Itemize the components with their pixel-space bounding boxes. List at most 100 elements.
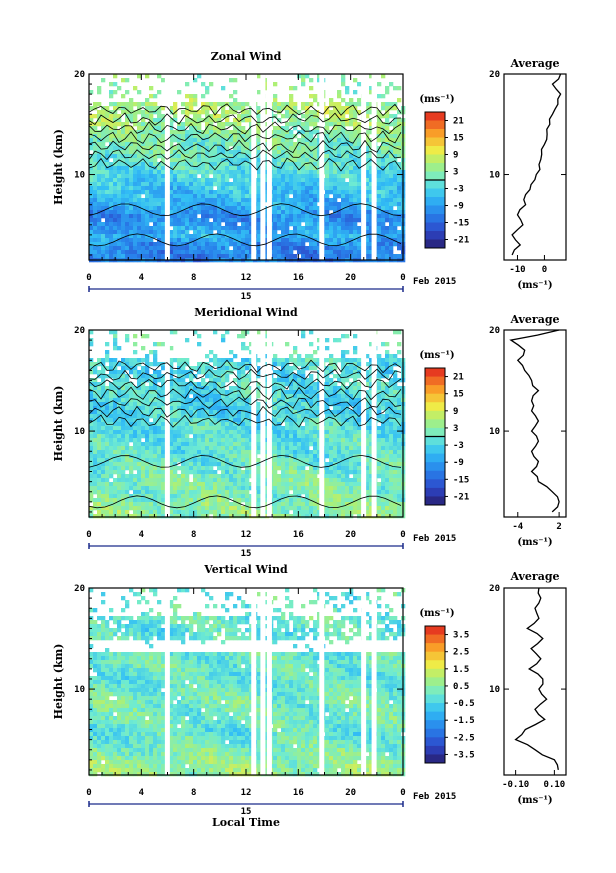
colorbar-segment-2-8 (425, 694, 445, 704)
colorbar-label-1-1: 15 (453, 390, 464, 400)
y-axis-title-1: Height (km) (52, 386, 65, 462)
colorbar-segment-1-0 (425, 368, 445, 378)
colorbar-segment-2-7 (425, 685, 445, 695)
colorbar-segment-0-13 (425, 222, 445, 232)
y-axis-title-0: Height (km) (52, 129, 65, 205)
average-x-tick-label-1-1: 2 (556, 522, 561, 532)
colorbar-label-0-2: 9 (453, 151, 458, 161)
y-tick-label-2-0: 10 (74, 685, 85, 695)
data-gap-1-2 (260, 330, 266, 517)
colorbar-segment-2-12 (425, 728, 445, 738)
colorbar-segment-0-0 (425, 112, 445, 121)
colorbar-label-1-0: 21 (453, 373, 464, 383)
data-gap-2-4 (319, 588, 325, 775)
data-gap-0-2 (260, 74, 266, 260)
colorbar-unit-0: (ms⁻¹) (419, 94, 454, 105)
panel-title-1: Meridional Wind (194, 306, 298, 319)
day-label-0: 15 (241, 292, 252, 302)
x-tick-label-2-2: 8 (191, 788, 196, 798)
colorbar-segment-0-14 (425, 231, 445, 240)
colorbar-segment-2-6 (425, 677, 445, 687)
colorbar-segment-2-1 (425, 634, 445, 644)
colorbar-segment-0-12 (425, 214, 445, 223)
x-tick-label-1-4: 16 (293, 530, 304, 540)
x-tick-label-0-6: 0 (400, 273, 405, 283)
x-tick-label-0-1: 4 (139, 273, 145, 283)
x-tick-label-0-5: 20 (345, 273, 356, 283)
x-tick-label-2-5: 20 (345, 788, 356, 798)
average-profile-line-1 (509, 329, 560, 513)
colorbar-label-1-4: -3 (453, 441, 464, 451)
data-gap-1-3 (266, 330, 272, 517)
colorbar-segment-0-9 (425, 188, 445, 198)
colorbar-label-2-2: 1.5 (453, 665, 469, 675)
day-label-2: 15 (241, 807, 252, 817)
contour-lines-1 (88, 359, 402, 509)
x-tick-label-1-0: 0 (86, 530, 91, 540)
data-gap-1-4 (319, 330, 325, 517)
colorbar-segment-2-14 (425, 745, 445, 755)
colorbar-segment-0-7 (425, 171, 445, 181)
date-label-1: Feb 2015 (413, 534, 456, 544)
colorbar-segment-2-0 (425, 626, 445, 636)
colorbar-label-0-5: -9 (453, 202, 464, 212)
y-tick-label-0-1: 20 (74, 70, 85, 80)
contour-lines-0 (88, 103, 402, 247)
average-y-tick-label-0-0: 10 (489, 171, 500, 181)
colorbar-label-2-5: -1.5 (453, 716, 475, 726)
colorbar-segment-0-5 (425, 154, 445, 164)
data-gap-0-6 (371, 74, 377, 260)
day-label-1: 15 (241, 549, 252, 559)
colorbar-segment-2-15 (425, 754, 445, 764)
average-x-tick-label-2-0: -0.10 (502, 780, 529, 790)
panel-title-0: Zonal Wind (211, 50, 282, 63)
colorbar-segment-1-8 (425, 436, 445, 446)
colorbar-segment-1-6 (425, 419, 445, 429)
average-title-0: Average (509, 57, 559, 70)
average-x-tick-label-2-1: 0.10 (544, 780, 566, 790)
colorbar-segment-1-12 (425, 470, 445, 480)
heatmap-2 (89, 588, 406, 777)
colorbar-segment-2-2 (425, 643, 445, 653)
x-tick-label-1-2: 8 (191, 530, 196, 540)
colorbar-segment-0-3 (425, 137, 445, 147)
x-tick-label-2-3: 12 (241, 788, 252, 798)
average-x-tick-label-0-1: 0 (542, 265, 547, 275)
x-tick-label-0-3: 12 (241, 273, 252, 283)
colorbar-segment-2-9 (425, 703, 445, 713)
average-y-tick-label-2-1: 20 (489, 584, 500, 594)
x-axis-title-2: Local Time (212, 816, 280, 829)
data-gap-2-6 (371, 588, 377, 775)
colorbar-segment-0-1 (425, 120, 445, 130)
y-tick-label-1-0: 10 (74, 427, 85, 437)
y-axis-title-2: Height (km) (52, 644, 65, 720)
average-y-tick-label-0-1: 20 (489, 70, 500, 80)
data-gap-2-1 (251, 588, 257, 775)
y-tick-label-0-0: 10 (74, 171, 85, 181)
colorbar-segment-0-2 (425, 129, 445, 138)
colorbar-segment-1-3 (425, 393, 445, 403)
colorbar-segment-1-13 (425, 479, 445, 489)
colorbar-label-0-7: -21 (453, 236, 469, 246)
date-label-2: Feb 2015 (413, 792, 456, 802)
colorbar-label-2-0: 3.5 (453, 631, 469, 641)
colorbar-label-2-3: 0.5 (453, 682, 469, 692)
x-tick-label-1-3: 12 (241, 530, 252, 540)
colorbar-unit-1: (ms⁻¹) (419, 350, 454, 361)
colorbar-segment-1-2 (425, 385, 445, 395)
average-unit-0: (ms⁻¹) (517, 280, 552, 291)
colorbar-segment-1-5 (425, 410, 445, 420)
data-gap-0-0 (164, 74, 170, 260)
x-tick-label-2-4: 16 (293, 788, 304, 798)
x-tick-label-1-1: 4 (139, 530, 145, 540)
average-x-tick-label-0-0: -10 (509, 265, 525, 275)
colorbar-label-1-2: 9 (453, 407, 458, 417)
average-x-tick-label-1-0: -4 (512, 522, 523, 532)
x-tick-label-2-0: 0 (86, 788, 91, 798)
colorbar-frame-2 (424, 625, 446, 764)
colorbar-label-2-7: -3.5 (453, 750, 475, 760)
colorbar-label-1-7: -21 (453, 492, 469, 502)
average-title-1: Average (509, 313, 559, 326)
colorbar-label-1-6: -15 (453, 475, 469, 485)
average-frame-2 (503, 587, 567, 776)
